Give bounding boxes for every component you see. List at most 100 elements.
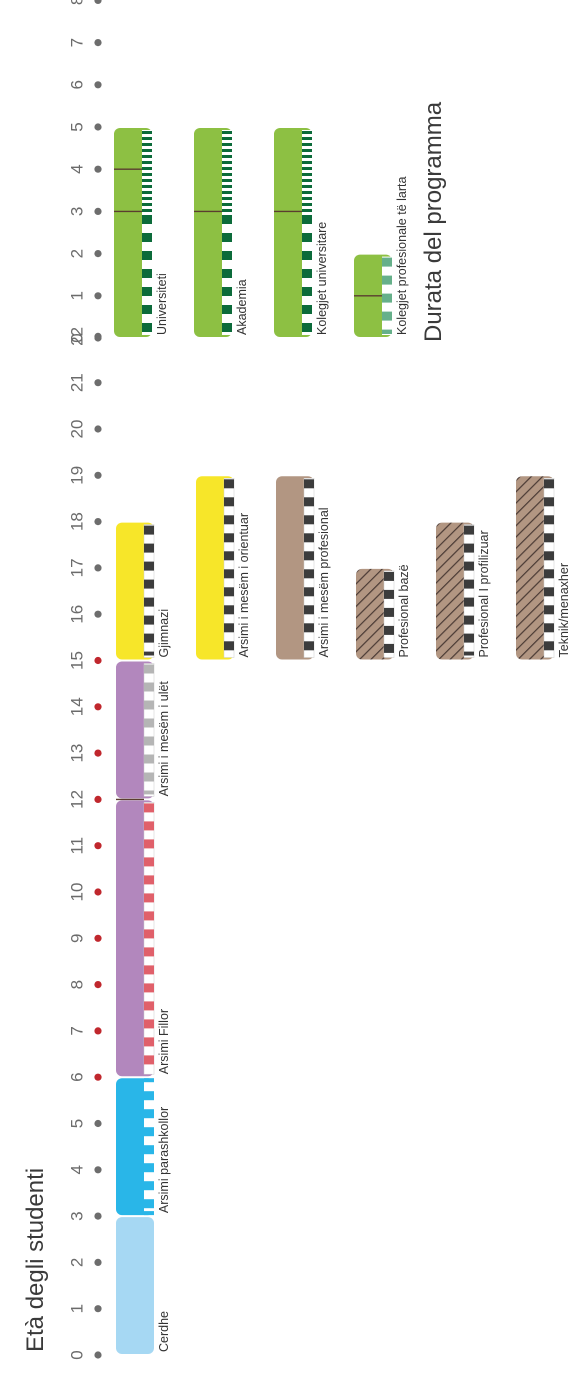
teknik-menaxher-bar: Teknik/menaxher [516, 476, 571, 660]
kolegjet-universitare-stripe-segment [302, 167, 312, 170]
arsimi-parashkollor-bar: Arsimi parashkollor [116, 1078, 171, 1216]
profesional-baze-bar: Profesional bazë [356, 564, 411, 660]
arsimi-fillor-stripe-segment [144, 1001, 154, 1011]
age-tick-label: 4 [67, 1165, 86, 1174]
arsimi-fillor-stripe-segment [144, 893, 154, 903]
kolegjet-profesionale-label: Kolegjet profesionale të larta [395, 177, 409, 335]
teknik-menaxher-stripe-segment [544, 479, 554, 489]
kolegjet-profesionale-bar: Kolegjet profesionale të larta [354, 177, 409, 337]
arsimi-mesem-ulet-stripe-bg [143, 663, 155, 797]
kolegjet-universitare-stripe-segment [302, 131, 312, 134]
arsimi-parashkollor-stripe-segment [144, 1082, 154, 1092]
akademia-label: Akademia [235, 279, 249, 335]
age-tick-dot [94, 1258, 102, 1266]
gjimnazi-stripe-segment [144, 633, 154, 643]
kolegjet-universitare-stripe-segment [302, 143, 312, 146]
arsimi-parashkollor-stripe-segment [144, 1118, 154, 1128]
kolegjet-universitare-label: Kolegjet universitare [315, 222, 329, 335]
profesional-baze-stripe-segment [384, 607, 394, 617]
arsimi-mesem-profesional-stripe-segment [304, 641, 314, 651]
arsimi-parashkollor-stripe-segment [144, 1172, 154, 1182]
universiteti-stripe-segment [142, 161, 152, 164]
kolegjet-universitare-stripe-segment [302, 191, 312, 194]
akademia-stripe-segment [222, 305, 232, 314]
arsimi-parashkollor-stripe-segment [144, 1100, 154, 1110]
universiteti-stripe-segment [142, 185, 152, 188]
duration-tick-label: 8 [67, 0, 86, 5]
age-tick-dot [94, 564, 102, 572]
age-tick-dot [94, 981, 102, 989]
akademia-bar: Akademia [194, 128, 249, 337]
age-tick-label: 17 [67, 558, 86, 577]
duration-tick-label: 5 [67, 122, 86, 131]
duration-tick-dot [94, 0, 102, 4]
kolegjet-universitare-stripe-segment [302, 251, 312, 260]
universiteti-stripe-segment [142, 149, 152, 152]
age-tick-label: 18 [67, 512, 86, 531]
age-tick-dot [94, 1351, 102, 1359]
kolegjet-universitare-stripe-segment [302, 233, 312, 242]
kolegjet-profesionale-stripe-segment [382, 329, 392, 334]
arsimi-mesem-ulet-stripe-segment [144, 718, 154, 728]
universiteti-stripe-segment [142, 191, 152, 194]
arsimi-mesem-ulet-stripe-segment [144, 700, 154, 710]
gjimnazi-label: Gjimnazi [157, 609, 171, 658]
cerdhe-label: Cerdhe [157, 1311, 171, 1352]
duration-tick-label: 2 [67, 249, 86, 258]
kolegjet-universitare-stripe-segment [302, 173, 312, 176]
arsimi-mesem-profesional-stripe-segment [304, 551, 314, 561]
akademia-stripe-segment [222, 131, 232, 134]
gjimnazi-stripe-bg [143, 524, 155, 658]
age-tick-dot [94, 934, 102, 942]
akademia-stripe-segment [222, 143, 232, 146]
gjimnazi-stripe-segment [144, 615, 154, 625]
duration-tick-label: 1 [67, 291, 86, 300]
teknik-menaxher-stripe-segment [544, 497, 554, 507]
arsimi-fillor-stripe-segment [144, 1037, 154, 1047]
age-tick-label: 10 [67, 883, 86, 902]
profesional-profilizuar-stripe-segment [464, 633, 474, 643]
age-tick-label: 1 [67, 1304, 86, 1313]
arsimi-fillor-stripe-segment [144, 839, 154, 849]
teknik-menaxher-stripe-segment [544, 533, 554, 543]
age-tick-label: 3 [67, 1211, 86, 1220]
arsimi-mesem-profesional-stripe-bg [303, 478, 315, 658]
arsimi-mesem-profesional-stripe-segment [304, 497, 314, 507]
gjimnazi-stripe-segment [144, 561, 154, 571]
duration-tick-dot [94, 334, 102, 342]
kolegjet-universitare-stripe-segment [302, 203, 312, 206]
age-tick-dot [94, 888, 102, 896]
universiteti-stripe-bg [142, 130, 152, 335]
universiteti-stripe-segment [142, 269, 152, 278]
age-tick-label: 19 [67, 466, 86, 485]
kolegjet-universitare-stripe-segment [302, 179, 312, 182]
kolegjet-universitare-stripe-segment [302, 215, 312, 224]
arsimi-parashkollor-stripe-segment [144, 1136, 154, 1146]
kolegjet-universitare-stripe-segment [302, 137, 312, 140]
gjimnazi-stripe-segment [144, 651, 154, 656]
arsimi-parashkollor-stripe-bg [144, 1078, 154, 1216]
age-tick-label: 13 [67, 744, 86, 763]
universiteti-bar: Universiteti [114, 128, 169, 337]
age-tick-dot [94, 518, 102, 526]
age-tick-dot [94, 749, 102, 757]
universiteti-stripe-segment [142, 251, 152, 260]
teknik-menaxher-stripe-segment [544, 551, 554, 561]
kolegjet-profesionale-stripe-segment [382, 293, 392, 303]
teknik-menaxher-stripe-segment [544, 515, 554, 525]
age-tick-dot [94, 703, 102, 711]
arsimi-mesem-profesional-stripe-segment [304, 533, 314, 543]
akademia-stripe-segment [222, 269, 232, 278]
akademia-stripe-segment [222, 197, 232, 200]
universiteti-stripe-segment [142, 323, 152, 332]
akademia-stripe-segment [222, 155, 232, 158]
age-tick-label: 22 [67, 327, 86, 346]
arsimi-mesem-profesional-stripe-segment [304, 515, 314, 525]
teknik-menaxher-stripe-segment [544, 569, 554, 579]
profesional-profilizuar-bar: Profesional I profilizuar [436, 522, 491, 660]
age-tick-label: 16 [67, 605, 86, 624]
arsimi-fillor-stripe-segment [144, 911, 154, 921]
